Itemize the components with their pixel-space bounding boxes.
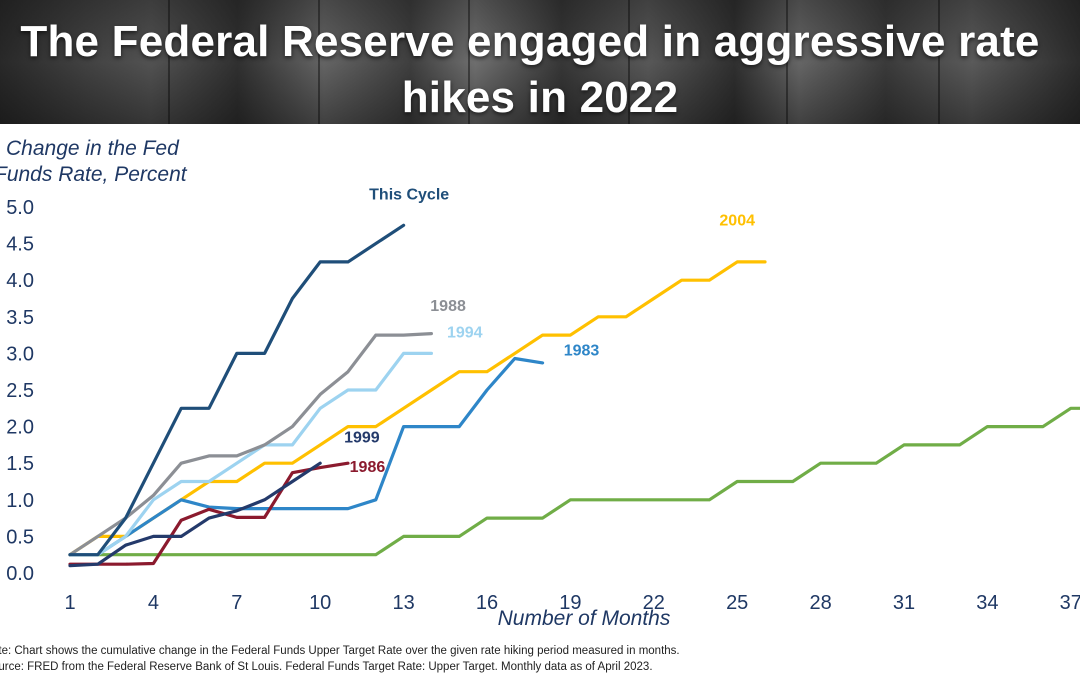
- series-line-2: [68, 406, 1080, 557]
- x-tick-label: 19: [559, 592, 581, 614]
- page-title-line1: The Federal Reserve engaged in aggressiv…: [20, 17, 1040, 66]
- series-line-1994: [68, 351, 433, 557]
- y-tick-label: 0.0: [6, 563, 34, 585]
- x-tick-label: 22: [643, 592, 665, 614]
- y-tick-label: 2.0: [6, 417, 34, 439]
- x-tick-label: 4: [148, 592, 159, 614]
- y-tick-label: 0.5: [6, 526, 34, 548]
- y-tick-label: 1.0: [6, 490, 34, 512]
- series-lines: [68, 223, 1080, 568]
- y-axis-ticks: 0.0 0.5 1.0 1.5 2.0 2.5 3.0 3.5 4.0 4.5 5.0: [6, 197, 34, 585]
- x-tick-label: 28: [809, 592, 831, 614]
- series-label-this-cycle: This Cycle: [369, 187, 449, 204]
- series-label-1999: 1999: [344, 430, 380, 447]
- series-line-1983: [68, 356, 545, 557]
- y-tick-label: 2.5: [6, 380, 34, 402]
- banner-overlay: [0, 0, 1080, 124]
- page-title: The Federal Reserve engaged in aggressiv…: [0, 14, 1080, 124]
- y-axis-label: Change in the Fed Funds Rate, Percent: [0, 136, 254, 188]
- y-tick-label: 3.0: [6, 343, 34, 365]
- series-line-1988: [68, 332, 433, 557]
- series-line-2004: [68, 260, 767, 557]
- page-title-line2: hikes in 2022: [401, 73, 679, 122]
- y-tick-label: 3.5: [6, 307, 34, 329]
- footnote-source: ource: FRED from the Federal Reserve Ban…: [0, 661, 653, 673]
- series-label-1986: 1986: [350, 459, 386, 476]
- y-tick-label: 1.5: [6, 453, 34, 475]
- x-tick-label: 13: [392, 592, 414, 614]
- series-line-1999: [68, 461, 322, 568]
- series-label-2004: 2004: [719, 212, 755, 229]
- y-axis-label-line2: Funds Rate, Percent: [0, 163, 187, 186]
- series-label-1983: 1983: [564, 343, 600, 360]
- x-tick-label: 10: [309, 592, 331, 614]
- series-label-1994: 1994: [447, 324, 483, 341]
- series-line-this-cycle: [68, 223, 406, 557]
- series-line-1986: [68, 461, 350, 566]
- series-labels: This Cycle2004198819941983199919862: [344, 187, 755, 476]
- x-tick-label: 25: [726, 592, 748, 614]
- footnote-note: ote: Chart shows the cumulative change i…: [0, 645, 680, 657]
- y-tick-label: 4.0: [6, 270, 34, 292]
- x-tick-label: 7: [231, 592, 242, 614]
- x-tick-label: 1: [64, 592, 75, 614]
- x-axis-title: Number of Months: [498, 607, 671, 630]
- series-label-1988: 1988: [430, 298, 466, 315]
- x-tick-label: 37: [1060, 592, 1080, 614]
- x-tick-label: 34: [976, 592, 998, 614]
- title-banner: The Federal Reserve engaged in aggressiv…: [0, 0, 1080, 124]
- y-axis-label-line1: Change in the Fed: [6, 137, 179, 160]
- y-tick-label: 5.0: [6, 197, 34, 219]
- x-tick-label: 31: [893, 592, 915, 614]
- x-tick-label: 16: [476, 592, 498, 614]
- x-axis-ticks: 1 4 7 10 13 16 19 22 25 28 31 34 37: [64, 592, 1080, 614]
- y-tick-label: 4.5: [6, 234, 34, 256]
